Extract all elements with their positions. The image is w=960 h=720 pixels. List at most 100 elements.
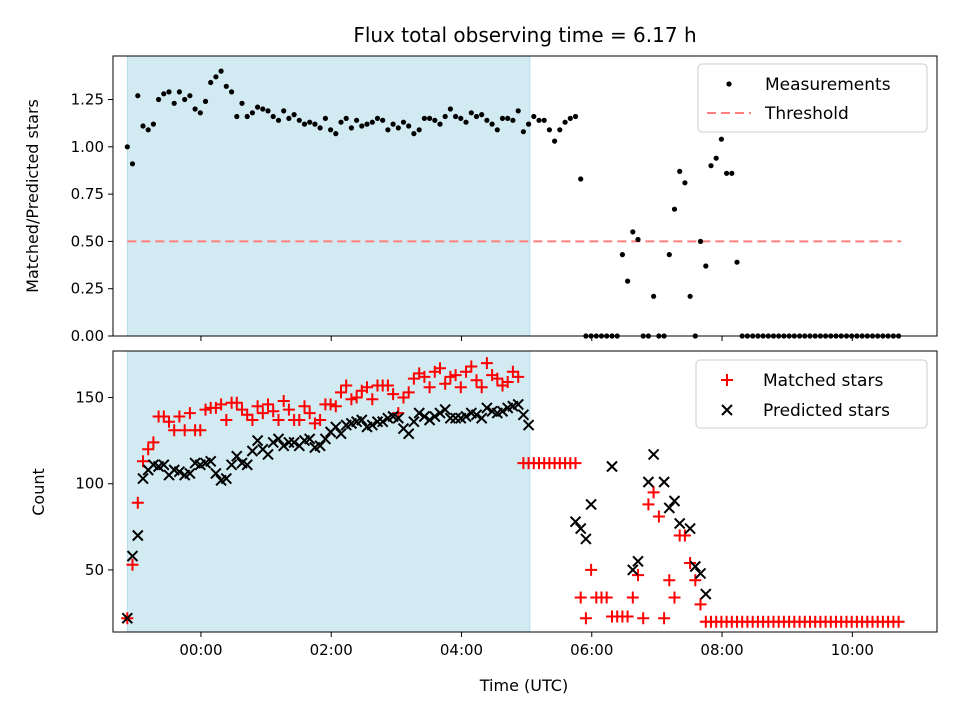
measurement-point [255, 104, 261, 110]
measurement-point [385, 127, 391, 133]
predicted-star-point [241, 459, 253, 471]
predicted-star-point [158, 459, 170, 471]
predicted-star-point [319, 433, 332, 445]
predicted-star-point [288, 436, 300, 449]
measurement-point [281, 108, 287, 114]
matched-star-point [277, 395, 290, 407]
measurement-point [171, 100, 177, 106]
matched-star-point [465, 360, 478, 373]
predicted-star-point [423, 414, 436, 426]
matched-star-point [647, 486, 660, 499]
predicted-star-point [210, 467, 222, 480]
measurement-point [562, 119, 568, 125]
measurement-point [270, 113, 276, 120]
measurement-point [395, 125, 401, 131]
matched-star-point [173, 410, 186, 423]
measurement-point [333, 131, 339, 137]
predicted-star-point [444, 412, 457, 424]
predicted-star-point [267, 436, 279, 449]
measurement-point [531, 113, 537, 120]
ratio-y-tick-label: 0.00 [71, 327, 104, 345]
predicted-star-point [121, 612, 134, 624]
measurement-point [468, 110, 474, 116]
matched-star-point [418, 370, 431, 383]
predicted-star-point [580, 533, 592, 545]
predicted-star-point [173, 465, 186, 478]
measurement-point [515, 108, 521, 114]
x-tick-label: 06:00 [570, 641, 613, 659]
measurement-point [192, 106, 198, 112]
count-x-ticks: 00:00 02:00 04:00 06:00 08:00 10:00 [179, 632, 874, 659]
measurement-point [432, 117, 438, 123]
measurement-point [427, 115, 433, 121]
x-tick-label: 00:00 [179, 641, 222, 659]
matched-star-point [694, 598, 707, 611]
matched-star-point [215, 398, 228, 411]
legend-matched-marker [721, 374, 733, 386]
matched-star-point [267, 405, 280, 418]
measurement-point [567, 115, 573, 121]
measurement-point [338, 119, 344, 125]
measurement-point [619, 252, 626, 258]
predicted-star-point [606, 460, 618, 473]
measurement-point [166, 89, 172, 95]
matched-star-point [460, 365, 472, 378]
measurement-point [703, 263, 709, 269]
measurement-point [229, 89, 235, 95]
matched-star-point [236, 403, 248, 416]
measurement-point [182, 96, 188, 103]
predicted-star-point [376, 415, 389, 428]
predicted-star-point [434, 407, 446, 419]
measurement-point [343, 115, 349, 121]
measurement-point [223, 83, 229, 89]
predicted-star-point [689, 560, 702, 573]
predicted-star-point [303, 433, 316, 445]
predicted-star-point [475, 412, 488, 424]
measurement-point [187, 93, 193, 99]
matched-star-point [512, 370, 525, 383]
matched-star-point [345, 393, 358, 406]
ratio-legend-box [697, 63, 928, 133]
measurement-point [249, 110, 255, 116]
predicted-star-point [220, 472, 233, 485]
measurement-point [400, 119, 407, 125]
measurement-point [494, 127, 500, 133]
predicted-star-point [574, 522, 587, 535]
measurement-point [520, 129, 527, 135]
measurement-point [260, 106, 266, 112]
predicted-star-point [684, 522, 696, 535]
predicted-star-point [418, 410, 431, 423]
measurement-point [416, 127, 422, 133]
observing-interval-shade [126, 55, 531, 337]
matched-star-point [147, 436, 160, 449]
matched-stars-points [121, 357, 905, 628]
predicted-star-point [204, 455, 217, 468]
matched-star-point [335, 386, 347, 399]
matched-star-point [684, 557, 697, 569]
predicted-star-point [647, 448, 660, 461]
predicted-star-point [246, 445, 259, 457]
predicted-star-point [512, 398, 524, 411]
measurement-point [411, 131, 417, 137]
measurement-point [697, 238, 704, 244]
matched-star-point [454, 381, 467, 394]
measurement-point [354, 117, 360, 123]
measurement-point [244, 113, 250, 120]
measurement-point [307, 119, 313, 125]
matched-star-point [282, 403, 295, 416]
matched-star-point [329, 400, 342, 413]
count-legend: Matched stars Predicted stars [695, 359, 928, 429]
count-plot-frame [112, 350, 938, 633]
measurement-point [651, 293, 657, 299]
x-tick-label: 04:00 [440, 641, 483, 659]
ratio-y-ticks: 0.00 0.25 0.50 0.75 1.00 1.25 [71, 91, 113, 345]
predicted-star-point [335, 427, 347, 440]
measurement-point [322, 115, 328, 121]
predicted-star-point [137, 472, 149, 485]
matched-star-point [314, 414, 327, 426]
predicted-star-point [126, 550, 139, 562]
matched-star-point [381, 379, 394, 392]
matched-star-point [658, 612, 671, 625]
predicted-star-point [569, 515, 582, 528]
measurement-point [724, 170, 730, 176]
